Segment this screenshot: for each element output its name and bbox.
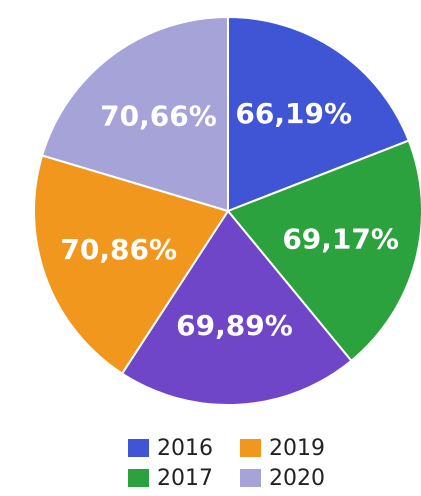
data-label-2019: 70,86% bbox=[60, 233, 177, 266]
pie-slice-2019 bbox=[33, 154, 230, 375]
data-label-2017: 69,17% bbox=[282, 222, 399, 255]
pie-slice-2018 bbox=[120, 209, 353, 406]
data-label-2016: 66,19% bbox=[235, 97, 352, 130]
legend: 2016 2019 2017 2020 bbox=[128, 435, 358, 491]
legend-label: 2016 bbox=[157, 435, 213, 461]
legend-label: 2020 bbox=[269, 465, 325, 491]
legend-item: 2017 bbox=[128, 465, 240, 491]
legend-swatch bbox=[240, 469, 261, 487]
pie-slice-2020 bbox=[40, 15, 229, 213]
legend-swatch bbox=[128, 469, 149, 487]
pie-data-labels: 66,19% 69,17% 69,89% 70,86% 70,66% bbox=[60, 97, 399, 342]
legend-item: 2016 bbox=[128, 435, 240, 461]
legend-item: 2020 bbox=[240, 465, 352, 491]
pie-slices bbox=[33, 15, 421, 406]
pie-chart: 66,19% 69,17% 69,89% 70,86% 70,66% bbox=[33, 15, 421, 406]
pie-slice-2016 bbox=[227, 15, 411, 213]
legend-label: 2019 bbox=[269, 435, 325, 461]
legend-swatch bbox=[128, 439, 149, 457]
data-label-2018: 69,89% bbox=[176, 309, 293, 342]
data-label-2020: 70,66% bbox=[100, 100, 217, 133]
legend-label: 2017 bbox=[157, 465, 213, 491]
pie-slice-2017 bbox=[226, 139, 421, 363]
legend-item: 2019 bbox=[240, 435, 352, 461]
legend-swatch bbox=[240, 439, 261, 457]
